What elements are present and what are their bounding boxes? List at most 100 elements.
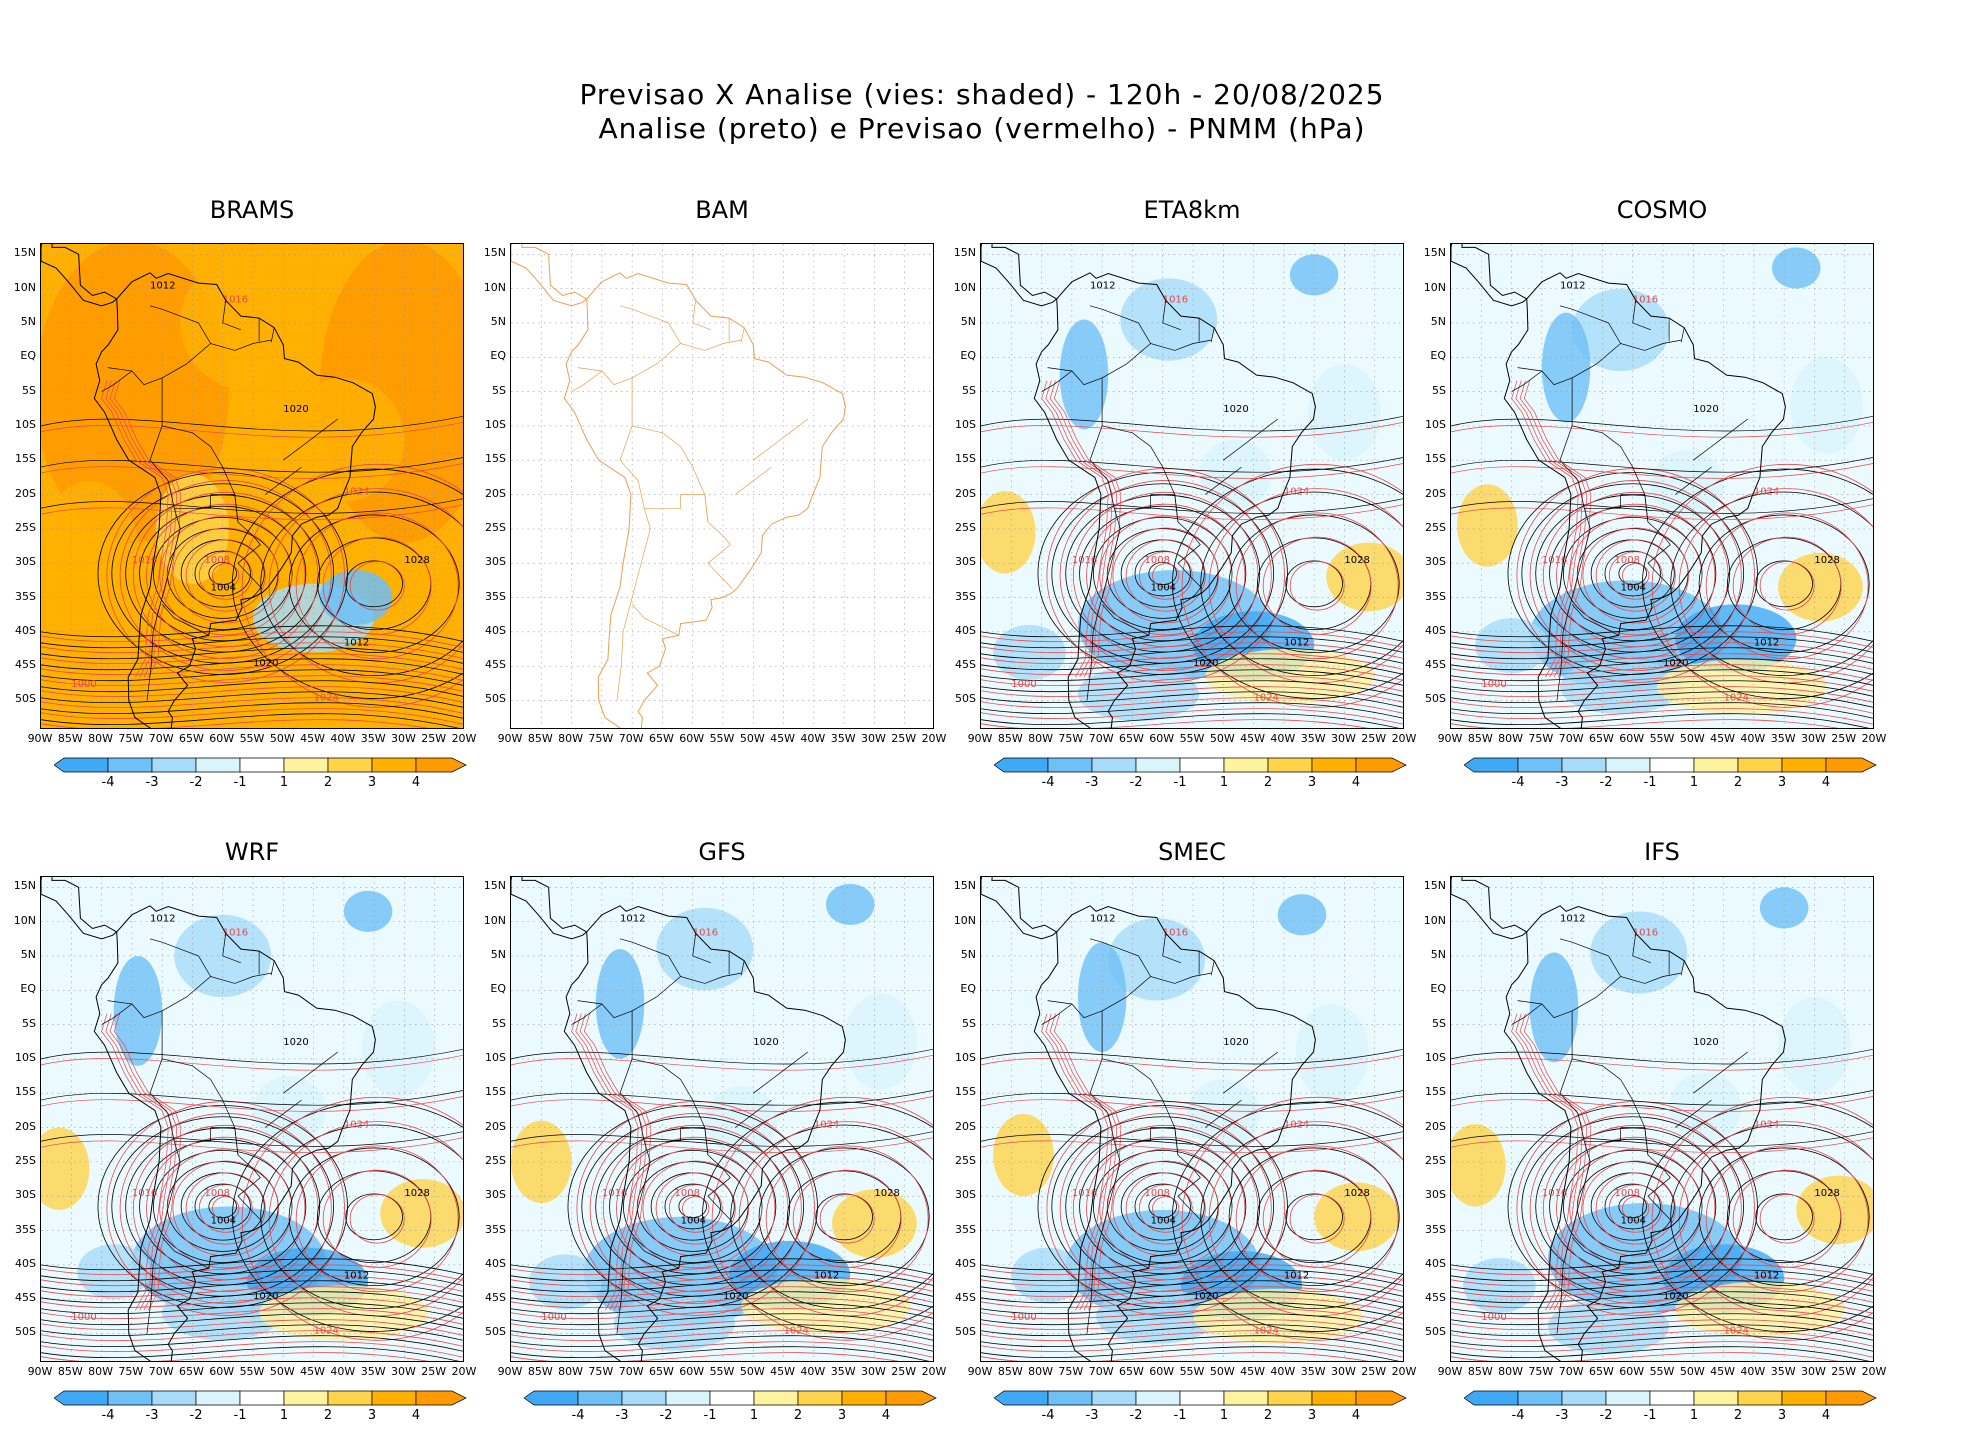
lon-label: 20W [1861, 732, 1887, 745]
lat-label: EQ [20, 982, 36, 996]
lon-label: 75W [588, 1365, 614, 1378]
map-canvas: 1012 1016 1020 1024 1028 1008 1004 1000 1012 1016… [981, 877, 1403, 1361]
analysis-isobar [232, 468, 463, 699]
lat-label: 35S [15, 1222, 36, 1236]
bias-shading [1541, 312, 1591, 423]
isobar-label: 1004 [1151, 1216, 1176, 1227]
map-gfs: 1012 1016 1020 1024 1028 1008 1004 1000 1012 1016… [510, 876, 934, 1362]
isobar-label: 1004 [211, 1216, 236, 1227]
colorbar-swatch [1561, 1390, 1607, 1406]
forecast-isobar [981, 1096, 1403, 1112]
forecast-isobar [349, 561, 405, 611]
forecast-isobar [711, 1096, 933, 1341]
country-border [107, 1000, 163, 1019]
analysis-isobar [981, 1302, 1403, 1319]
forecast-isobar [1608, 551, 1663, 600]
colorbar-swatch [1825, 1390, 1877, 1406]
country-border [1511, 370, 1543, 392]
analysis-isobar [1079, 505, 1247, 642]
colorbar-swatch [1047, 1390, 1093, 1406]
map-eta8km: 1012 1016 1020 1024 1028 1008 1004 1000 1012 1016… [980, 243, 1404, 729]
analysis-isobar [1134, 550, 1191, 597]
country-border [1150, 1127, 1179, 1156]
lon-label: 20W [451, 732, 477, 745]
forecast-isobar [1519, 1013, 1588, 1311]
bias-shading [1759, 887, 1809, 929]
lon-label: 90W [967, 732, 993, 745]
bias-shading [1772, 247, 1821, 289]
lon-label: 55W [1179, 1365, 1205, 1378]
lat-label: 30S [15, 1188, 36, 1202]
forecast-isobar [41, 1137, 463, 1153]
forecast-isobar [41, 1330, 463, 1347]
lon-label: 70W [618, 1365, 644, 1378]
analysis-isobar [981, 658, 1403, 675]
lon-label: 35W [1770, 732, 1796, 745]
colorbar-swatch [797, 1390, 843, 1406]
bias-shading [41, 480, 138, 619]
lat-label: 30S [955, 555, 976, 569]
colorbar-label: -3 [615, 1408, 629, 1423]
colorbar-label: 3 [367, 775, 377, 790]
analysis-isobar [1451, 1258, 1873, 1275]
analysis-isobar [511, 1291, 933, 1308]
lon-label: 60W [1149, 1365, 1175, 1378]
analysis-isobar [981, 1291, 1403, 1308]
analysis-isobar [41, 658, 463, 675]
country-border [577, 1000, 633, 1019]
colorbar-swatch [753, 1390, 799, 1406]
lon-label: 70W [148, 1365, 174, 1378]
analysis-isobar [981, 415, 1403, 432]
lat-label: 40S [485, 623, 506, 637]
analysis-isobar [981, 1258, 1403, 1275]
colorbar-label: 1 [1219, 775, 1229, 790]
analysis-isobar [41, 691, 463, 708]
analysis-isobar [1172, 1101, 1403, 1332]
forecast-isobar [41, 631, 463, 648]
country-border [619, 938, 681, 977]
lat-label: 25S [485, 1153, 506, 1167]
country-border [1559, 305, 1621, 344]
isobar-label: 1024 [314, 1325, 339, 1336]
isobar-label: 1028 [1344, 555, 1369, 566]
analysis-isobar [41, 625, 463, 642]
forecast-isobar [113, 1013, 182, 1311]
analysis-isobar [41, 1269, 463, 1286]
forecast-isobar [1705, 512, 1869, 660]
isobar-label: 1004 [1621, 1216, 1646, 1227]
analysis-isobar [981, 669, 1403, 686]
analysis-isobar [41, 1313, 463, 1330]
isobar-label: 1000 [1011, 1312, 1036, 1323]
analysis-isobar [981, 1280, 1403, 1297]
analysis-isobar [1079, 1138, 1247, 1275]
forecast-isobar [106, 468, 345, 683]
country-border [1632, 300, 1652, 331]
lon-label: 80W [558, 732, 583, 745]
analysis-isobar [1451, 1048, 1873, 1065]
colorbar-label: 1 [1689, 1408, 1699, 1423]
lat-label: 30S [1425, 1188, 1446, 1202]
lon-label: 80W [88, 732, 113, 745]
lat-label: 15S [485, 1085, 506, 1099]
forecast-isobar [1622, 1196, 1650, 1221]
bias-shading [844, 993, 917, 1090]
coastline [981, 244, 1058, 307]
lat-label: 20S [955, 1119, 976, 1133]
coastline [1503, 272, 1786, 728]
lon-label: 50W [1679, 732, 1705, 745]
colorbar-swatch [1463, 757, 1519, 773]
forecast-isobar [185, 1172, 266, 1245]
analysis-isobar [511, 1324, 933, 1341]
colorbar-label: 4 [1351, 775, 1361, 790]
lon-label: 50W [269, 732, 295, 745]
analysis-isobar [1451, 1090, 1873, 1106]
analysis-isobar [664, 1183, 721, 1230]
forecast-isobar [1516, 1101, 1755, 1316]
lon-label: 45W [1240, 1365, 1265, 1378]
analysis-isobar [1148, 1194, 1177, 1219]
bias-shading [595, 949, 645, 1059]
lon-label: 45W [770, 732, 795, 745]
analysis-isobar [1604, 1183, 1661, 1230]
forecast-isobar [41, 1275, 463, 1292]
panel-title: BAM [695, 196, 749, 224]
